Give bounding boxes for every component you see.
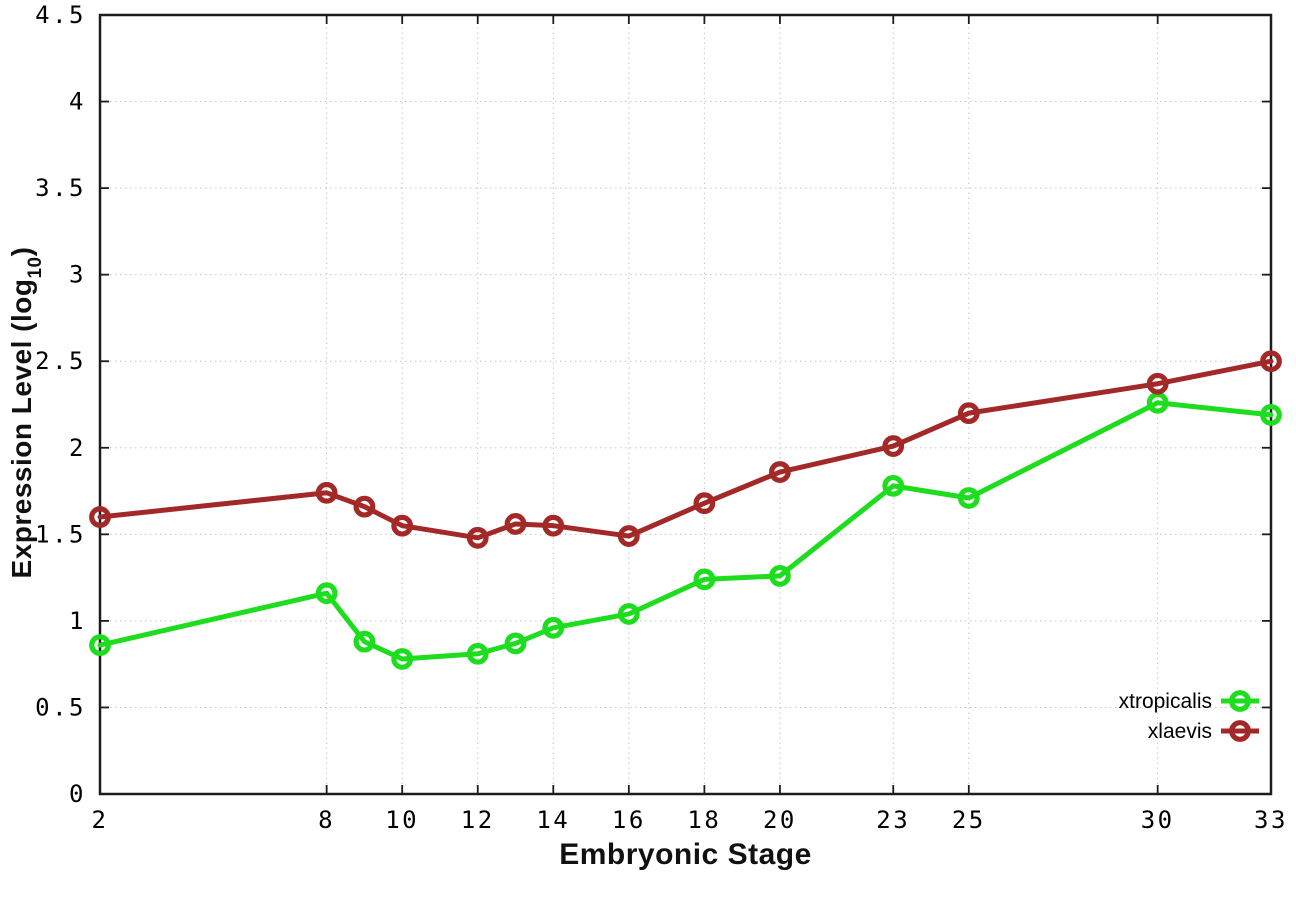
legend-marker-xlaevis — [1229, 720, 1251, 742]
x-tick-label-12: 12 — [461, 806, 495, 834]
legend-label-xlaevis: xlaevis — [1148, 720, 1212, 743]
data-point-xtropicalis-14 — [542, 616, 565, 639]
data-point-xlaevis-8 — [315, 481, 338, 504]
x-tick-label-25: 25 — [952, 806, 986, 834]
data-point-xtropicalis-25 — [957, 487, 980, 509]
x-tick-label-23: 23 — [876, 806, 910, 834]
x-tick-label-2: 2 — [92, 806, 109, 834]
data-point-xlaevis-25 — [957, 402, 980, 425]
x-tick-label-30: 30 — [1141, 806, 1175, 834]
legend-marker-xtropicalis — [1229, 690, 1251, 712]
x-axis-title: Embryonic Stage — [559, 838, 812, 871]
x-tick-label-33: 33 — [1254, 806, 1288, 834]
y-tick-label-3: 3 — [69, 261, 86, 289]
y-axis-title-text: Expression Level (log — [6, 278, 37, 579]
y-tick-label-3.5: 3.5 — [35, 174, 86, 202]
data-point-xtropicalis-23 — [882, 474, 905, 497]
x-tick-label-20: 20 — [763, 806, 797, 834]
x-tick-label-14: 14 — [536, 806, 570, 834]
data-point-xlaevis-9 — [353, 495, 376, 518]
data-point-xtropicalis-16 — [617, 603, 640, 625]
y-axis-title-subscript: 10 — [25, 256, 47, 279]
y-tick-label-4.5: 4.5 — [35, 1, 86, 29]
series-line-xlaevis — [97, 358, 1274, 541]
y-tick-label-1: 1 — [69, 607, 86, 635]
legend-label-xtropicalis: xtropicalis — [1119, 690, 1212, 713]
y-tick-label-1.5: 1.5 — [35, 520, 86, 548]
y-tick-label-0.5: 0.5 — [35, 693, 86, 721]
data-point-xtropicalis-13 — [504, 632, 527, 655]
data-point-xtropicalis-33 — [1260, 403, 1282, 426]
data-point-xtropicalis-2 — [89, 634, 111, 657]
y-tick-label-2: 2 — [69, 434, 86, 462]
y-tick-label-0: 0 — [69, 780, 86, 808]
data-point-xlaevis-18 — [693, 492, 716, 515]
x-tick-label-16: 16 — [612, 806, 646, 834]
data-point-xlaevis-20 — [769, 461, 791, 483]
data-point-xtropicalis-12 — [466, 642, 489, 665]
data-point-xtropicalis-10 — [391, 648, 414, 670]
y-axis-title-suffix: ) — [6, 246, 37, 257]
data-point-xlaevis-30 — [1146, 372, 1169, 395]
x-tick-label-18: 18 — [687, 806, 721, 834]
data-point-xlaevis-10 — [391, 514, 414, 537]
y-tick-label-2.5: 2.5 — [35, 347, 86, 375]
y-tick-label-4: 4 — [69, 88, 86, 116]
data-point-xlaevis-14 — [542, 514, 565, 537]
y-axis-title: Expression Level (log10) — [6, 23, 47, 802]
data-point-xlaevis-23 — [882, 435, 905, 457]
plot-border — [98, 13, 1273, 796]
data-point-xtropicalis-20 — [769, 564, 791, 587]
data-point-xtropicalis-9 — [353, 630, 376, 653]
data-point-xtropicalis-18 — [693, 568, 716, 591]
data-point-xlaevis-33 — [1260, 350, 1282, 373]
data-point-xtropicalis-8 — [315, 582, 338, 605]
data-point-xlaevis-12 — [466, 526, 489, 549]
data-point-xlaevis-2 — [89, 506, 111, 528]
data-point-xlaevis-16 — [617, 525, 640, 547]
data-point-xlaevis-13 — [504, 513, 527, 535]
x-tick-label-8: 8 — [318, 806, 335, 834]
x-tick-label-10: 10 — [385, 806, 419, 834]
